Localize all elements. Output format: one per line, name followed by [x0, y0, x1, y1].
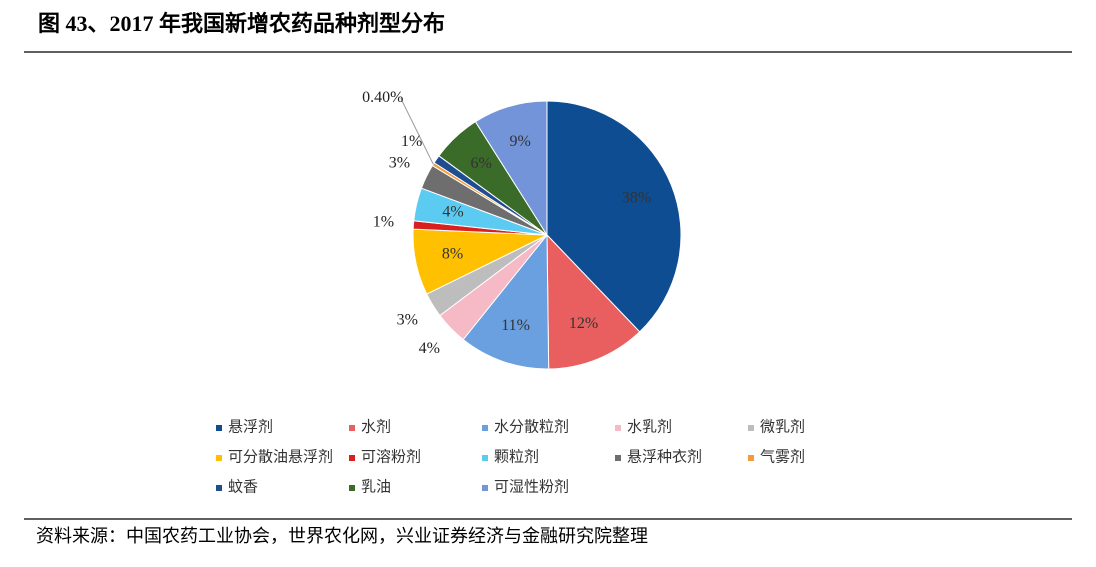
legend-swatch	[216, 455, 222, 461]
legend-label: 悬浮种衣剂	[627, 448, 702, 465]
data-label: 12%	[569, 315, 598, 332]
pie-slice	[474, 100, 548, 237]
pie-slice	[546, 100, 682, 333]
data-label: 6%	[471, 155, 492, 172]
legend-swatch	[615, 455, 621, 461]
legend-swatch	[482, 485, 488, 491]
chart-title: 图 43、2017 年我国新增农药品种剂型分布	[38, 11, 445, 36]
data-label: 4%	[419, 340, 440, 357]
legend-label: 乳油	[361, 478, 391, 495]
legend-label: 水剂	[361, 418, 391, 435]
legend-label: 水分散粒剂	[494, 418, 569, 435]
legend-label: 可分散油悬浮剂	[228, 448, 333, 465]
legend-swatch	[349, 425, 355, 431]
data-label: 1%	[401, 133, 422, 150]
data-label: 3%	[389, 154, 410, 171]
data-label: 9%	[510, 133, 531, 150]
data-label: 1%	[373, 213, 394, 230]
pie-slice	[546, 233, 641, 370]
leader-line	[400, 98, 434, 165]
pie-slice	[462, 233, 550, 370]
data-label: 38%	[622, 190, 651, 207]
legend-swatch	[482, 455, 488, 461]
legend-swatch	[349, 485, 355, 491]
legend-swatch	[216, 425, 222, 431]
data-label: 0.40%	[362, 89, 403, 106]
legend-label: 颗粒剂	[494, 448, 539, 465]
source-note: 资料来源：中国农药工业协会，世界农化网，兴业证券经济与金融研究院整理	[36, 526, 648, 546]
legend-swatch	[748, 455, 754, 461]
data-label: 4%	[442, 204, 463, 221]
legend-swatch	[349, 455, 355, 461]
legend-swatch	[748, 425, 754, 431]
legend-label: 水乳剂	[627, 418, 672, 435]
data-label: 3%	[397, 311, 418, 328]
legend-label: 悬浮剂	[228, 418, 273, 435]
legend-label: 蚊香	[228, 478, 258, 495]
legend-label: 可溶粉剂	[361, 448, 421, 465]
legend-swatch	[216, 485, 222, 491]
legend-swatch	[482, 425, 488, 431]
legend-label: 微乳剂	[760, 418, 805, 435]
legend-label: 可湿性粉剂	[494, 478, 569, 495]
legend-swatch	[615, 425, 621, 431]
data-label: 8%	[442, 245, 463, 262]
data-label: 11%	[501, 317, 530, 334]
legend-label: 气雾剂	[760, 448, 805, 465]
